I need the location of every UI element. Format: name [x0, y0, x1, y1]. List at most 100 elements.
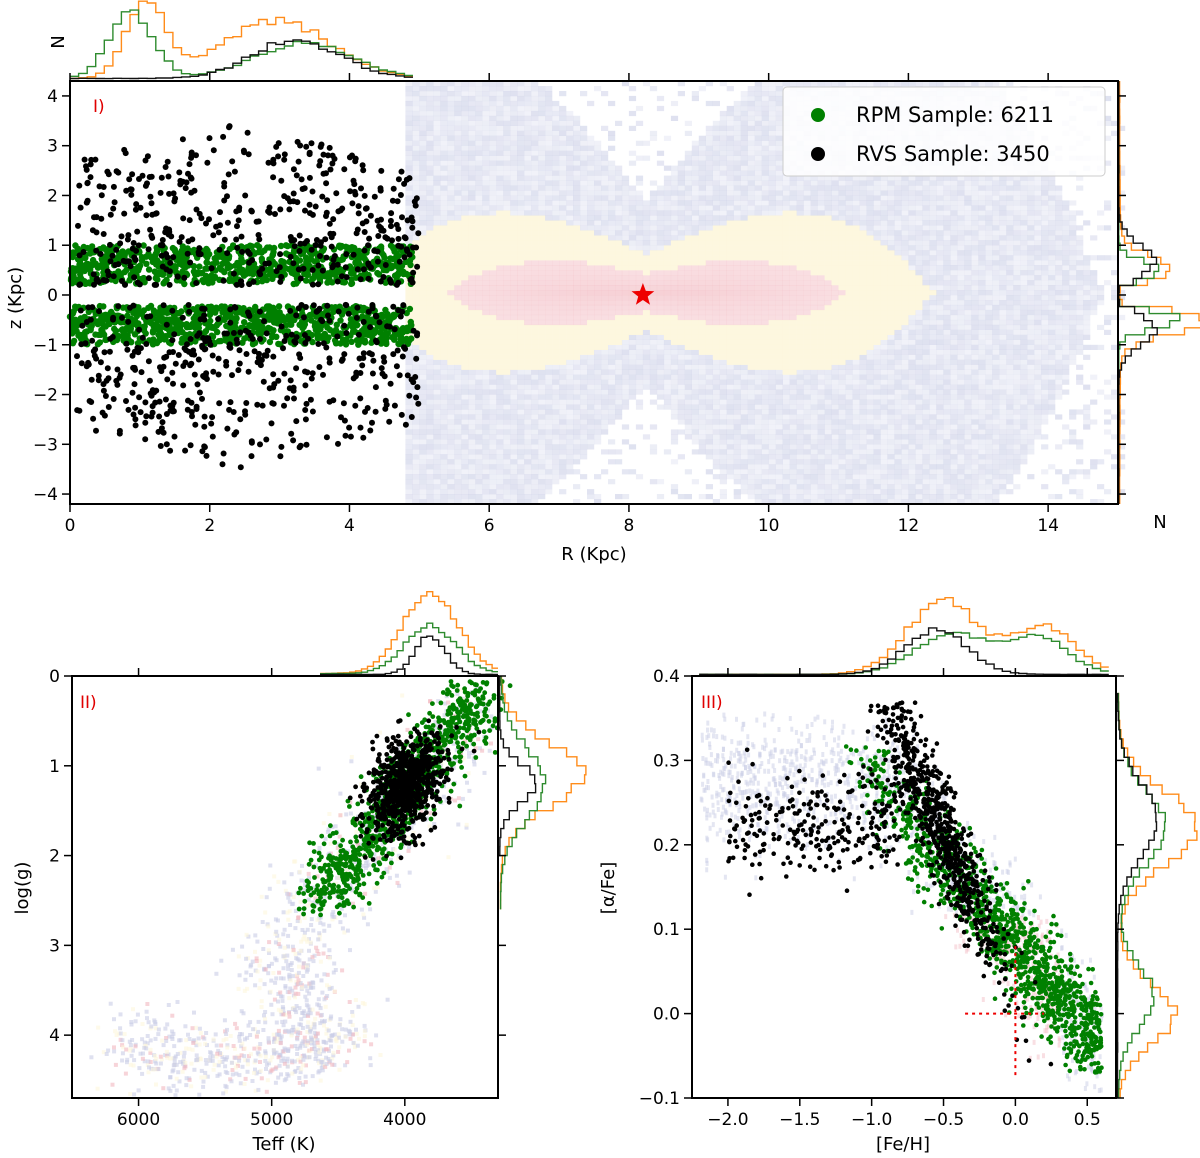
density-cell — [656, 195, 665, 201]
density-cell — [768, 339, 776, 345]
density-cell — [545, 155, 553, 161]
density-cell — [559, 245, 567, 251]
density-cell — [524, 165, 532, 171]
density-cell — [601, 429, 609, 435]
density-cell — [559, 324, 567, 330]
density-cell — [405, 464, 413, 470]
density-cell — [684, 165, 692, 171]
density-cell — [747, 344, 755, 350]
density-cell — [447, 479, 455, 485]
density-cell — [566, 434, 574, 440]
density-cell — [719, 180, 727, 186]
density-cell — [517, 91, 525, 97]
density-cell — [545, 339, 553, 345]
density-cell — [552, 140, 560, 146]
density-cell — [684, 389, 692, 395]
density-cell — [545, 110, 553, 117]
density-cell — [803, 469, 811, 475]
density-cell — [510, 354, 518, 360]
density-cell — [433, 464, 441, 470]
density-cell — [754, 120, 762, 126]
density-cell — [601, 270, 609, 276]
density-cell — [726, 135, 734, 141]
density-cell — [670, 260, 679, 266]
density-cell — [740, 215, 748, 221]
density-cell — [454, 369, 462, 375]
density-cell — [426, 474, 434, 480]
density-cell — [824, 384, 832, 390]
density-cell — [559, 280, 567, 286]
density-cell — [740, 424, 748, 430]
density-cell — [482, 304, 490, 311]
density-cell — [510, 399, 518, 405]
density-cell — [642, 285, 651, 291]
density-cell — [775, 210, 783, 216]
density-cell — [510, 280, 518, 286]
density-cell — [468, 369, 476, 375]
density-cell — [775, 145, 783, 151]
density-cell — [845, 494, 853, 500]
density-cell — [475, 394, 483, 400]
density-cell — [608, 479, 616, 485]
density-cell — [517, 444, 525, 450]
density-cell — [573, 459, 581, 465]
density-cell — [496, 135, 504, 141]
density-cell — [454, 444, 462, 450]
density-cell — [545, 324, 553, 330]
density-cell — [782, 200, 790, 206]
density-cell — [649, 304, 658, 311]
density-cell — [733, 200, 741, 206]
density-cell — [831, 409, 839, 415]
density-cell — [712, 424, 720, 430]
density-cell — [524, 419, 532, 425]
density-cell — [531, 220, 539, 226]
density-cell — [663, 404, 672, 410]
density-cell — [635, 304, 644, 311]
density-cell — [517, 469, 525, 475]
density-cell — [677, 240, 685, 246]
density-cell — [740, 220, 748, 226]
density-cell — [433, 474, 441, 480]
density-cell — [740, 324, 748, 330]
density-cell — [859, 464, 867, 470]
density-cell — [670, 175, 679, 181]
density-cell — [405, 190, 413, 196]
density-cell — [754, 200, 762, 206]
density-cell — [670, 245, 679, 251]
density-cell — [698, 354, 706, 360]
density-cell — [447, 210, 455, 216]
density-cell — [454, 275, 462, 281]
density-cell — [412, 489, 420, 495]
density-cell — [545, 200, 553, 206]
density-cell — [482, 125, 490, 131]
density-cell — [712, 255, 720, 261]
density-cell — [531, 339, 539, 345]
density-cell — [517, 295, 525, 301]
density-cell — [621, 230, 630, 236]
density-cell — [489, 195, 497, 201]
density-cell — [824, 494, 832, 500]
density-cell — [803, 364, 811, 370]
density-cell — [712, 200, 720, 206]
density-cell — [468, 205, 476, 211]
density-cell — [475, 339, 483, 345]
density-cell — [426, 125, 434, 131]
density-cell — [684, 334, 692, 340]
density-cell — [621, 399, 630, 405]
density-cell — [601, 334, 609, 340]
density-cell — [475, 314, 483, 321]
density-cell — [517, 115, 525, 121]
density-cell — [663, 175, 672, 181]
density-cell — [482, 290, 490, 296]
density-cell — [594, 245, 602, 251]
density-cell — [510, 265, 518, 271]
density-cell — [824, 369, 832, 375]
density-cell — [712, 369, 720, 375]
density-cell — [405, 81, 413, 87]
density-cell — [782, 399, 790, 405]
density-cell — [517, 449, 525, 455]
density-cell — [747, 270, 755, 276]
density-cell — [642, 260, 651, 266]
density-cell — [538, 464, 546, 470]
density-cell — [831, 250, 839, 256]
